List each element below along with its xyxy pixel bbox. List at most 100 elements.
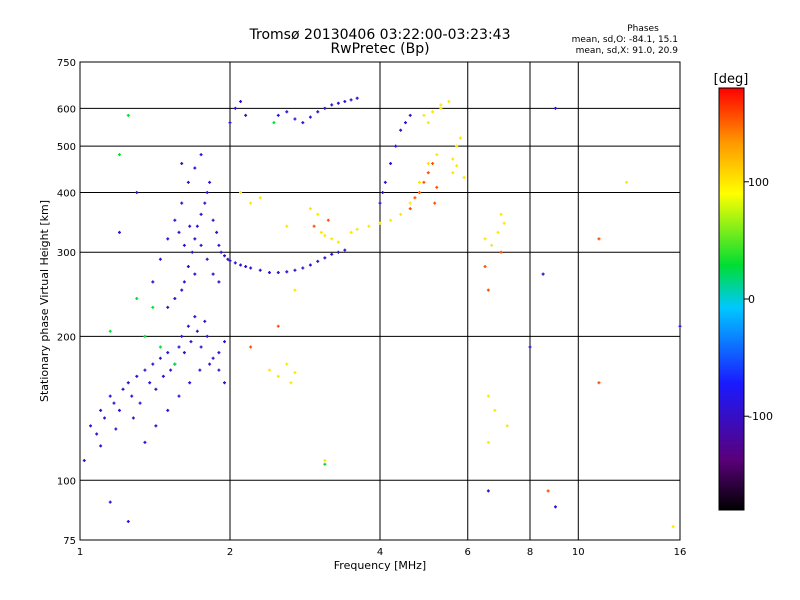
data-point — [177, 230, 181, 234]
data-point — [190, 250, 194, 254]
x-axis-label: Frequency [MHz] — [334, 559, 426, 572]
data-point — [173, 218, 177, 222]
data-point — [180, 288, 184, 292]
data-point — [496, 230, 500, 234]
data-point — [276, 324, 280, 328]
data-point — [148, 381, 152, 385]
data-point — [193, 166, 197, 170]
colorbar-tick-label: 100 — [748, 176, 769, 189]
data-point — [169, 368, 173, 372]
data-point — [308, 207, 312, 211]
data-point — [223, 340, 227, 344]
data-point — [193, 237, 197, 241]
data-point — [486, 440, 490, 444]
data-point — [114, 427, 118, 431]
grid-lines — [80, 62, 680, 540]
data-point — [394, 144, 398, 148]
data-point — [188, 381, 192, 385]
data-point — [399, 212, 403, 216]
data-point — [208, 362, 212, 366]
data-point — [336, 240, 340, 244]
data-point — [383, 180, 387, 184]
data-point — [205, 190, 209, 194]
data-point — [211, 272, 215, 276]
data-point — [308, 263, 312, 267]
data-point — [408, 113, 412, 117]
data-point — [378, 221, 382, 225]
data-point — [226, 257, 230, 261]
data-point — [126, 381, 130, 385]
data-point — [417, 180, 421, 184]
y-tick-label: 300 — [57, 248, 76, 259]
data-point — [276, 271, 280, 275]
data-point — [117, 230, 121, 234]
data-point — [154, 424, 158, 428]
data-point — [195, 224, 199, 228]
data-point — [625, 180, 629, 184]
data-point — [431, 110, 435, 114]
data-point — [422, 180, 426, 184]
x-tick-label: 2 — [227, 547, 233, 558]
data-point — [143, 368, 147, 372]
colorbar-ticks: 100 0 -100 — [744, 176, 773, 423]
x-axis-ticks: 1 2 4 6 8 10 16 — [77, 547, 687, 558]
data-point — [112, 401, 116, 405]
data-point — [330, 252, 334, 256]
data-point — [205, 257, 209, 261]
plot-area: 1 2 4 6 8 10 16 75 100 200 300 400 500 600 750 — [57, 58, 686, 558]
data-point — [343, 248, 347, 252]
data-point — [323, 462, 327, 466]
data-point — [161, 374, 165, 378]
data-point — [431, 161, 435, 165]
data-point — [95, 432, 99, 436]
data-point — [215, 230, 219, 234]
data-point — [426, 161, 430, 165]
data-point — [186, 324, 190, 328]
data-point — [239, 263, 243, 267]
data-point — [289, 381, 293, 385]
data-point — [131, 416, 135, 420]
data-point — [316, 212, 320, 216]
x-tick-label: 10 — [572, 547, 585, 558]
data-point — [203, 201, 207, 205]
data-point — [389, 218, 393, 222]
data-point — [199, 153, 203, 157]
data-point — [336, 101, 340, 105]
data-point — [177, 345, 181, 349]
data-point — [151, 362, 155, 366]
data-point — [378, 201, 382, 205]
colorbar-gradient — [718, 87, 745, 511]
data-point — [135, 190, 139, 194]
data-point — [553, 106, 557, 110]
data-point — [546, 489, 550, 493]
phase-info-line-x: mean, sd,X: 91.0, 20.9 — [576, 46, 679, 56]
data-point — [293, 268, 297, 272]
data-point — [108, 394, 112, 398]
data-point — [267, 368, 271, 372]
data-point — [499, 212, 503, 216]
data-point — [323, 234, 327, 238]
data-point — [408, 207, 412, 211]
data-point — [323, 458, 327, 462]
data-point — [293, 117, 297, 121]
data-point — [502, 221, 506, 225]
data-point — [249, 266, 253, 270]
data-point — [189, 340, 193, 344]
chart-title: Tromsø 20130406 03:22:00-03:23:43 — [249, 27, 511, 43]
data-point — [381, 190, 385, 194]
data-point — [180, 161, 184, 165]
data-point — [203, 319, 207, 323]
data-point — [319, 230, 323, 234]
data-point — [199, 345, 203, 349]
data-point — [249, 345, 253, 349]
data-point — [455, 144, 459, 148]
data-point — [403, 121, 407, 125]
data-point — [458, 136, 462, 140]
data-point — [99, 444, 103, 448]
data-point — [82, 458, 86, 462]
data-point — [166, 408, 170, 412]
data-point — [249, 201, 253, 205]
data-point — [173, 362, 177, 366]
y-tick-label: 500 — [57, 142, 76, 153]
data-point — [308, 115, 312, 119]
